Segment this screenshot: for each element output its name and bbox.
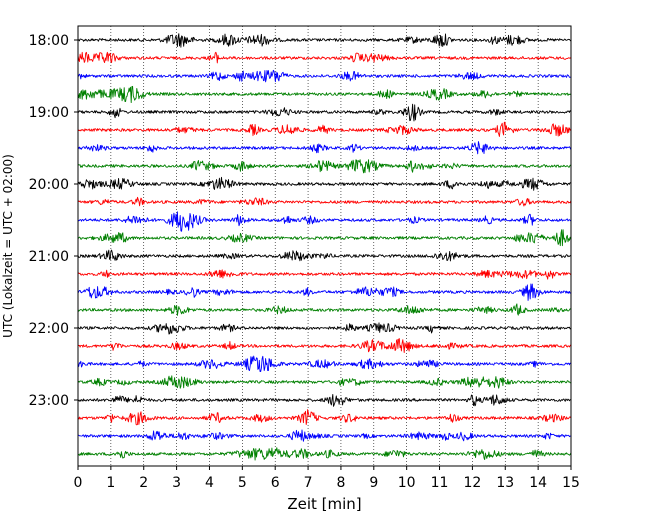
y-tick-label: 18:00 bbox=[29, 33, 69, 49]
seismogram-traces bbox=[77, 33, 572, 461]
x-tick-label: 9 bbox=[369, 475, 378, 491]
seismogram-trace bbox=[77, 303, 572, 316]
x-axis-label: Zeit [min] bbox=[287, 495, 361, 513]
x-tick-label: 11 bbox=[431, 475, 449, 491]
seismogram-trace bbox=[77, 103, 572, 122]
x-tick-label: 1 bbox=[106, 475, 115, 491]
y-tick-label: 22:00 bbox=[29, 321, 69, 337]
seismogram-trace bbox=[77, 338, 572, 354]
x-tick-label: 14 bbox=[529, 475, 547, 491]
seismogram-trace bbox=[77, 393, 571, 407]
x-tick-label: 15 bbox=[562, 475, 580, 491]
seismogram-trace bbox=[77, 51, 572, 64]
seismogram-trace bbox=[77, 121, 572, 137]
seismogram-trace bbox=[77, 269, 572, 280]
seismogram-trace bbox=[77, 355, 572, 373]
y-tick-label: 19:00 bbox=[29, 105, 69, 121]
y-tick-label: 21:00 bbox=[29, 249, 69, 265]
seismogram-trace bbox=[77, 69, 571, 83]
seismogram-trace bbox=[77, 447, 572, 461]
x-tick-label: 13 bbox=[496, 475, 514, 491]
x-tick-label: 3 bbox=[172, 475, 181, 491]
x-tick-label: 4 bbox=[205, 475, 214, 491]
x-tick-label: 6 bbox=[271, 475, 280, 491]
vertical-gridlines bbox=[110, 26, 539, 466]
y-axis-label: UTC (Lokalzeit = UTC + 02:00) bbox=[1, 154, 15, 338]
seismogram-trace bbox=[77, 141, 572, 155]
seismogram-trace bbox=[77, 176, 571, 191]
seismogram-trace bbox=[77, 229, 572, 247]
x-tick-label: 5 bbox=[238, 475, 247, 491]
seismogram-trace bbox=[77, 409, 572, 426]
plot-frame bbox=[77, 25, 572, 467]
seismogram-trace bbox=[77, 196, 572, 207]
y-tick-label: 23:00 bbox=[29, 393, 69, 409]
seismogram-trace bbox=[77, 249, 572, 262]
seismogram-trace bbox=[77, 159, 572, 174]
x-tick-label: 8 bbox=[336, 475, 345, 491]
x-tick-label: 12 bbox=[463, 475, 481, 491]
seismogram-trace bbox=[77, 375, 571, 389]
seismogram-trace bbox=[77, 85, 572, 104]
seismogram-trace bbox=[77, 429, 571, 442]
seismogram-trace bbox=[77, 283, 571, 301]
y-tick-label: 20:00 bbox=[29, 177, 69, 193]
x-tick-label: 10 bbox=[398, 475, 416, 491]
seismogram-trace bbox=[77, 211, 572, 232]
x-axis-ticks: 0 1 2 3 4 5 6 7 8 9 10 11 12 13 14 15 bbox=[74, 466, 580, 491]
x-tick-label: 7 bbox=[304, 475, 313, 491]
x-tick-label: 2 bbox=[139, 475, 148, 491]
x-tick-label: 0 bbox=[74, 475, 83, 491]
y-axis-ticks: 18:00 19:00 20:00 21:00 22:00 23:00 bbox=[29, 33, 78, 409]
seismogram-trace bbox=[77, 33, 572, 48]
seismogram-trace bbox=[77, 322, 572, 335]
